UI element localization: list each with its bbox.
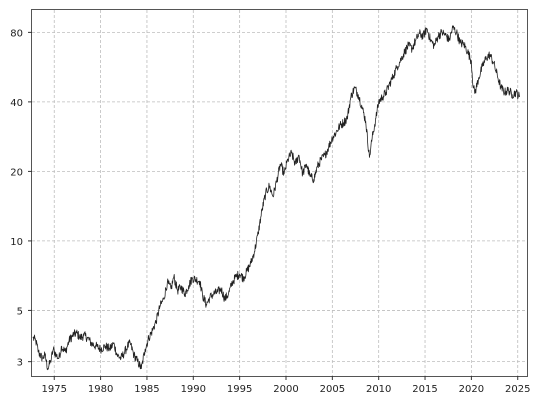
y-tick-label: 10 xyxy=(10,237,23,248)
plot-frame xyxy=(31,9,528,377)
y-tick-label: 80 xyxy=(10,28,23,39)
grid xyxy=(32,10,527,376)
x-tick-label: 2020 xyxy=(459,384,484,395)
series-layer xyxy=(32,25,520,371)
y-tick-label: 20 xyxy=(10,167,23,178)
x-tick-label: 2010 xyxy=(366,384,391,395)
x-tick-label: 1985 xyxy=(134,384,159,395)
x-tick-label: 1980 xyxy=(88,384,113,395)
x-tick-label: 1995 xyxy=(227,384,252,395)
x-tick-label: 2000 xyxy=(273,384,298,395)
price-series-line xyxy=(32,25,520,371)
axes: 1975 1980 1985 1990 1995 2000 2005 2010 2015 2020… xyxy=(10,28,530,395)
y-tick-label: 5 xyxy=(17,306,23,317)
x-tick-label: 1990 xyxy=(181,384,206,395)
x-tick-label: 2005 xyxy=(320,384,345,395)
x-tick-label: 2015 xyxy=(412,384,437,395)
x-tick-label: 1975 xyxy=(42,384,67,395)
y-tick-label: 3 xyxy=(17,358,23,369)
y-tick-label: 40 xyxy=(10,98,23,109)
x-tick-label: 2025 xyxy=(505,384,530,395)
